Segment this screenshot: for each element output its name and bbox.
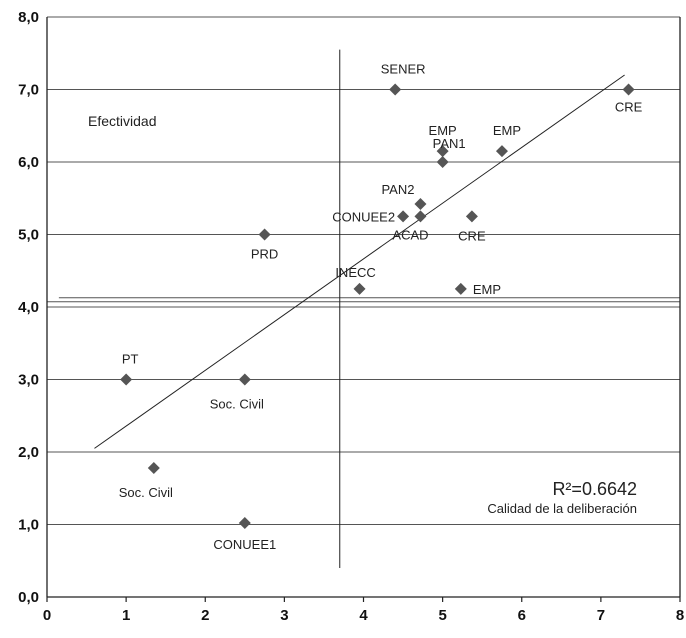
x-tick-label: 6	[518, 607, 526, 624]
data-point	[436, 145, 449, 158]
point-label: SENER	[381, 62, 426, 77]
x-tick-label: 4	[359, 607, 368, 624]
annotation-layer: Efectividad R²=0.6642 Calidad de la deli…	[88, 113, 637, 516]
y-tick-label: 7,0	[18, 82, 39, 99]
y-tick-label: 1,0	[18, 517, 39, 534]
divider-layer	[47, 49, 680, 568]
trend-layer	[94, 74, 625, 449]
r2-label: R²=0.6642	[552, 479, 637, 499]
grid-layer	[47, 16, 680, 525]
point-label: EMP	[493, 123, 521, 138]
data-point	[414, 198, 427, 211]
point-label: CRE	[615, 100, 643, 115]
data-point	[147, 461, 160, 474]
x-tick-label: 5	[438, 607, 446, 624]
x-tick-label: 3	[280, 607, 288, 624]
data-point	[622, 83, 635, 96]
point-label: INECC	[335, 265, 375, 280]
data-point	[389, 83, 402, 96]
point-label: CONUEE1	[213, 537, 276, 552]
data-point	[465, 210, 478, 223]
point-label: EMP	[429, 123, 457, 138]
point-label: CRE	[458, 228, 486, 243]
y-tick-label: 5,0	[18, 227, 39, 244]
axis-layer: 0,0 1,0 2,0 3,0 4,0 5,0 6,0 7,0 8,0 0 1 2 3 4 5 6 7 8	[18, 9, 684, 624]
point-label: PAN1	[433, 136, 466, 151]
point-label: EMP	[473, 282, 501, 297]
trendline	[94, 74, 625, 449]
data-point	[120, 373, 133, 386]
data-point	[414, 210, 427, 223]
x-tick-label: 0	[43, 607, 51, 624]
y-tick-label: 4,0	[18, 299, 39, 316]
x-tick-label: 1	[122, 607, 130, 624]
point-label: CONUEE2	[332, 209, 395, 224]
point-label: ACAD	[392, 227, 428, 242]
x-tick-label: 8	[676, 607, 684, 624]
data-point	[454, 282, 467, 295]
y-tick-label: 2,0	[18, 444, 39, 461]
point-label: PAN2	[381, 182, 414, 197]
x-tick-label: 2	[201, 607, 209, 624]
x-tick-label: 7	[597, 607, 605, 624]
data-point	[436, 156, 449, 168]
point-label: Soc. Civil	[119, 485, 173, 500]
point-label: PRD	[251, 247, 278, 262]
y-tick-label: 8,0	[18, 9, 39, 26]
data-point	[238, 373, 251, 386]
data-point	[238, 517, 251, 530]
y-tick-label: 0,0	[18, 589, 39, 606]
axis-note: Calidad de la deliberación	[487, 501, 637, 516]
y-tick-label: 6,0	[18, 154, 39, 171]
point-label: PT	[122, 352, 139, 367]
data-point	[258, 228, 271, 241]
data-point	[495, 145, 508, 158]
quadrant-label: Efectividad	[88, 113, 156, 129]
point-layer	[120, 83, 635, 530]
data-point	[353, 282, 366, 295]
data-point	[397, 210, 410, 223]
y-tick-label: 3,0	[18, 372, 39, 389]
point-label: Soc. Civil	[210, 397, 264, 412]
